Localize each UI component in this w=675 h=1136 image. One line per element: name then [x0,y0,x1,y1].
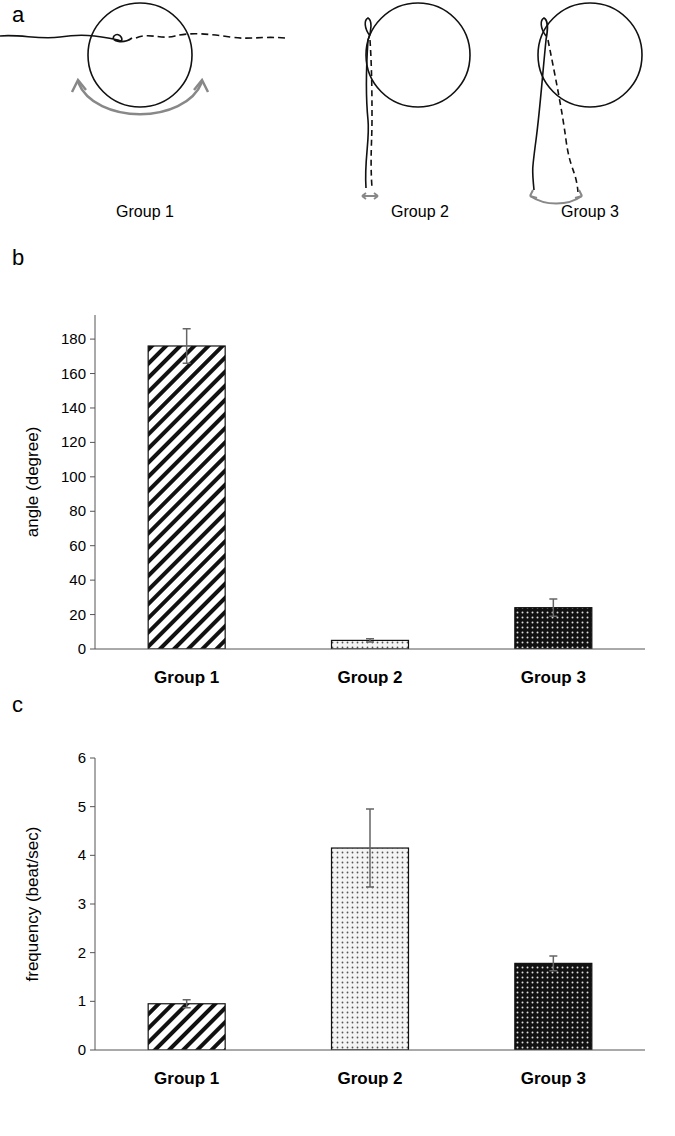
y-tick [90,614,95,615]
y-tick [90,339,95,340]
y-tick-label: 40 [69,571,86,588]
y-tick-label: 60 [69,537,86,554]
y-tick-label: 160 [61,365,86,382]
y-tick-label: 120 [61,433,86,450]
cilium-dashed [370,40,372,188]
error-bar [366,809,374,887]
y-tick [90,407,95,408]
figure: aGroup 1Group 2Group 3b02040608010012014… [0,0,675,1136]
x-axis [95,649,645,650]
y-axis [95,315,96,649]
panel-label: a [12,2,25,27]
error-bar [549,956,557,971]
cilium [0,34,132,41]
y-tick-label: 180 [61,330,86,347]
bars [148,809,592,1050]
cell [366,3,470,107]
chart-0: 0 20 40 60 80 100 120 140 160 180 Group 1 Group 2 Gr… [23,315,645,687]
y-tick [90,373,95,374]
y-tick [90,952,95,953]
panel-label: c [12,692,23,717]
bar [148,346,225,649]
x-tick-label: Group 3 [521,1069,586,1088]
x-axis [95,1050,645,1051]
arrow-head [194,80,208,92]
y-tick-label: 5 [78,798,86,815]
diagram [0,3,642,204]
cilium-dashed [548,40,578,192]
error-bar [366,639,374,642]
x-tick-label: Group 2 [337,1069,402,1088]
y-tick-label: 80 [69,502,86,519]
y-tick [90,649,95,650]
y-axis-label: frequency (beat/sec) [23,827,42,982]
y-tick [90,855,95,856]
error-bar [549,599,557,616]
y-tick [90,476,95,477]
x-tick-label: Group 1 [154,1069,219,1088]
y-tick-label: 1 [78,992,86,1009]
cilium [533,18,548,190]
error-bar [183,1000,191,1008]
y-axis-label: angle (degree) [23,427,42,538]
y-tick-label: 140 [61,399,86,416]
group-label: Group 1 [116,203,174,220]
motion-arrow [362,193,378,199]
cilium-dashed [136,34,285,38]
error-bar [183,329,191,363]
cell [88,3,192,107]
y-tick-label: 2 [78,944,86,961]
y-tick [90,1050,95,1051]
y-tick-label: 0 [78,1041,86,1058]
y-tick [90,904,95,905]
group-label: Group 2 [391,203,449,220]
cell [538,3,642,107]
y-tick-label: 6 [78,749,86,766]
x-tick-label: Group 3 [521,668,586,687]
y-tick-label: 4 [78,846,86,863]
motion-arrow [78,82,202,114]
y-tick-label: 3 [78,895,86,912]
y-tick-label: 20 [69,606,86,623]
y-tick [90,806,95,807]
y-tick [90,580,95,581]
y-tick [90,442,95,443]
panel-label: b [12,245,24,270]
y-tick [90,511,95,512]
x-tick-label: Group 2 [337,668,402,687]
arrow-head [530,190,582,198]
bars [148,329,592,649]
chart-1: 0 1 2 3 4 5 6 Group 1 Group 2 Group 3 frequency (b… [23,749,645,1088]
arrow-head [72,80,86,92]
bar [515,963,592,1050]
group-label: Group 3 [561,203,619,220]
y-tick-label: 0 [78,640,86,657]
y-tick-label: 100 [61,468,86,485]
y-tick [90,1001,95,1002]
bar [148,1004,225,1050]
y-tick [90,545,95,546]
cilium [365,18,371,188]
x-tick-label: Group 1 [154,668,219,687]
y-tick [90,758,95,759]
